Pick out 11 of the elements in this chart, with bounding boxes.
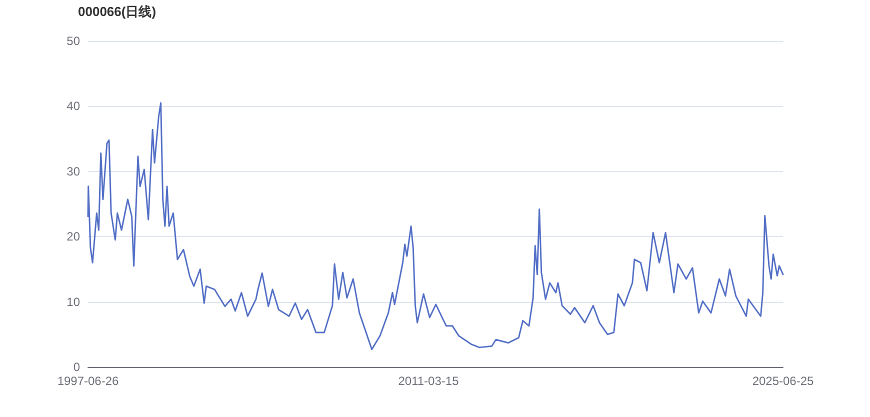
chart-title: 000066(日线) xyxy=(78,4,156,19)
y-tick-label: 50 xyxy=(66,34,80,48)
x-tick-label: 2011-03-15 xyxy=(398,374,460,388)
y-tick-label: 40 xyxy=(66,99,80,114)
x-tick-label: 2025-06-25 xyxy=(752,374,814,388)
y-tick-label: 0 xyxy=(73,360,80,374)
y-tick-label: 20 xyxy=(66,230,80,244)
line-series xyxy=(87,102,784,350)
x-tick-label: 1997-06-26 xyxy=(57,374,120,388)
y-tick-label: 30 xyxy=(66,164,80,178)
y-tick-label: 10 xyxy=(66,294,80,309)
